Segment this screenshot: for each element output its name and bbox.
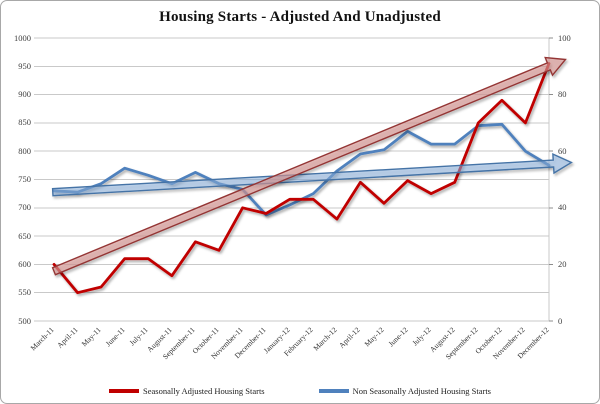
y-axis-right-label: 20 xyxy=(558,258,567,269)
chart-title: Housing Starts - Adjusted And Unadjusted xyxy=(159,9,441,25)
y-axis-left-label: 900 xyxy=(18,89,31,100)
y-axis-right-label: 60 xyxy=(558,145,567,156)
y-axis-right-label: 80 xyxy=(558,89,567,100)
legend-label-seasonally-adjusted: Seasonally Adjusted Housing Starts xyxy=(143,386,265,396)
legend-swatch-blue-line xyxy=(318,389,349,393)
y-axis-left-label: 500 xyxy=(18,315,31,326)
y-axis-right-label: 0 xyxy=(558,315,563,326)
blue-trend-arrow xyxy=(51,152,573,197)
y-axis-left-label: 800 xyxy=(18,145,31,156)
legend-item-non-seasonally-adjusted: Non Seasonally Adjusted Housing Starts xyxy=(318,386,491,396)
y-axis-left-label: 950 xyxy=(18,60,31,71)
y-axis-right-label: 100 xyxy=(558,32,571,43)
series-line-seasonally-adjusted xyxy=(52,62,551,295)
y-axis-left-label: 700 xyxy=(18,202,31,213)
legend-item-seasonally-adjusted: Seasonally Adjusted Housing Starts xyxy=(109,386,265,396)
y-axis-left-label: 550 xyxy=(18,287,31,298)
red-trend-arrow xyxy=(51,56,567,276)
legend: Seasonally Adjusted Housing Starts Non S… xyxy=(1,386,599,396)
y-axis-right-label: 40 xyxy=(558,202,567,213)
legend-swatch-red-line xyxy=(109,389,140,393)
y-axis-left-label: 650 xyxy=(18,230,31,241)
y-axis-left-label: 1000 xyxy=(14,32,31,43)
legend-label-non-seasonally-adjusted: Non Seasonally Adjusted Housing Starts xyxy=(352,386,491,396)
y-axis-left-label: 750 xyxy=(18,174,31,184)
y-axis-left-label: 600 xyxy=(18,258,31,269)
y-axis-left-label: 850 xyxy=(18,117,31,128)
